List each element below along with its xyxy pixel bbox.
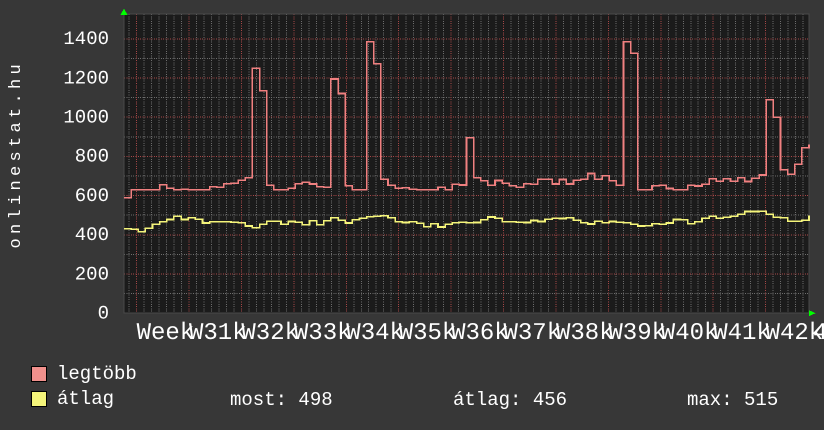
svg-text:W37k: W37k bbox=[504, 320, 562, 347]
svg-text:W34k: W34k bbox=[346, 320, 404, 347]
svg-text:400: 400 bbox=[75, 224, 109, 246]
svg-text:200: 200 bbox=[75, 263, 109, 285]
svg-text:Week: Week bbox=[137, 320, 195, 347]
svg-text:W31k: W31k bbox=[189, 320, 247, 347]
svg-text:1400: 1400 bbox=[63, 28, 109, 50]
svg-text:800: 800 bbox=[75, 146, 109, 168]
svg-text:W40k: W40k bbox=[661, 320, 719, 347]
svg-text:0: 0 bbox=[98, 303, 109, 325]
svg-text:1200: 1200 bbox=[63, 67, 109, 89]
svg-text:W41k: W41k bbox=[713, 320, 771, 347]
svg-text:W33k: W33k bbox=[294, 320, 352, 347]
svg-text:1000: 1000 bbox=[63, 107, 109, 129]
svg-text:4: 4 bbox=[813, 320, 824, 347]
svg-text:600: 600 bbox=[75, 185, 109, 207]
svg-text:W32k: W32k bbox=[241, 320, 299, 347]
svg-text:W39k: W39k bbox=[608, 320, 666, 347]
svg-text:W35k: W35k bbox=[399, 320, 457, 347]
svg-text:W38k: W38k bbox=[556, 320, 614, 347]
svg-text:W36k: W36k bbox=[451, 320, 509, 347]
